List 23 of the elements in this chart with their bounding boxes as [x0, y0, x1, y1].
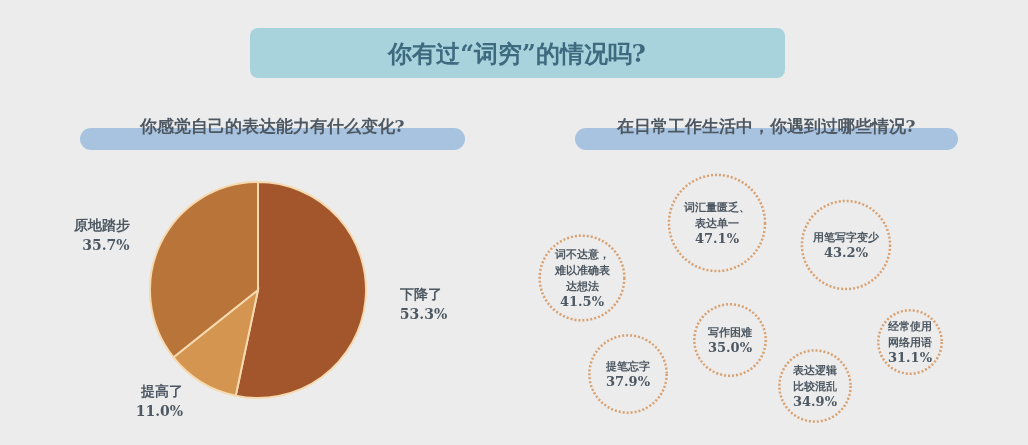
- category-label: 提笔忘字: [605, 360, 650, 373]
- data-label: 35.7%: [82, 236, 130, 253]
- text: 你有过“词穷”的情况吗?: [387, 39, 646, 68]
- data-label: 34.9%: [792, 394, 838, 409]
- category-label: 词汇量匮乏、表达单一: [683, 201, 750, 230]
- category-label: 用笔写字变少: [812, 231, 880, 244]
- data-label: 47.1%: [694, 231, 740, 246]
- data-label: 31.1%: [887, 350, 933, 365]
- data-label: 35.0%: [707, 340, 753, 355]
- category-label: 写作困难: [708, 326, 752, 339]
- category-label: 词不达意，难以准确表达想法: [553, 248, 611, 293]
- text: 在日常工作生活中，你遇到过哪些情况?: [615, 116, 916, 136]
- chart-subtitle: 你感觉自己的表达能力有什么变化?: [138, 116, 405, 136]
- data-label: 53.3%: [399, 306, 448, 323]
- category-label: 经常使用网络用语: [887, 320, 932, 349]
- slice-label: 提高了: [140, 383, 184, 400]
- data-label: 37.9%: [605, 374, 651, 389]
- data-label: 43.2%: [823, 245, 869, 260]
- data-label: 41.5%: [559, 294, 605, 309]
- data-label: 11.0%: [135, 403, 184, 420]
- category-label: 表达逻辑比较混乱: [792, 364, 837, 393]
- slice-label: 原地踏步: [72, 216, 130, 233]
- slice-label: 下降了: [398, 286, 442, 303]
